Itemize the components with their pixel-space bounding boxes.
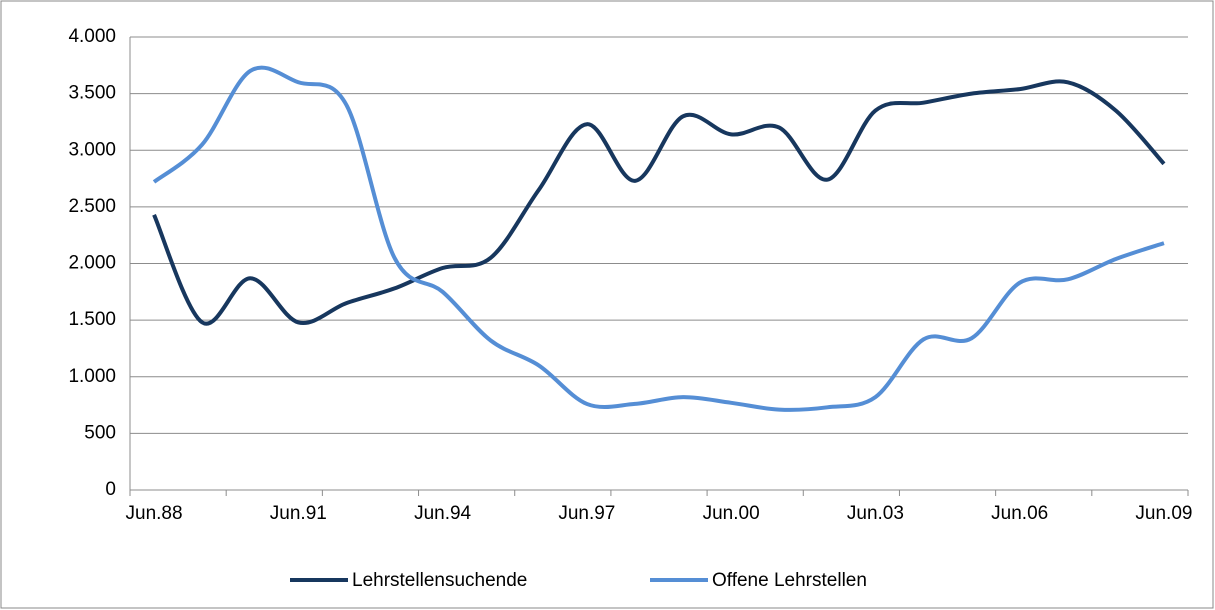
x-tick-label: Jun.09 bbox=[1135, 503, 1192, 524]
y-tick-label: 1.000 bbox=[68, 366, 116, 387]
y-tick-label: 4.000 bbox=[68, 26, 116, 47]
x-tick-label: Jun.06 bbox=[991, 503, 1048, 524]
y-tick-label: 1.500 bbox=[68, 309, 116, 330]
x-tick-label: Jun.03 bbox=[847, 503, 904, 524]
x-tick-label: Jun.88 bbox=[126, 503, 183, 524]
x-tick-label: Jun.97 bbox=[558, 503, 615, 524]
y-tick-label: 3.000 bbox=[68, 139, 116, 160]
x-tick-label: Jun.94 bbox=[414, 503, 471, 524]
y-tick-label: 0 bbox=[105, 479, 116, 500]
y-tick-label: 3.500 bbox=[68, 83, 116, 104]
x-tick-label: Jun.00 bbox=[703, 503, 760, 524]
y-tick-label: 500 bbox=[84, 422, 116, 443]
line-series bbox=[152, 79, 1166, 326]
y-tick-label: 2.500 bbox=[68, 196, 116, 217]
legend-label: Offene Lehrstellen bbox=[712, 570, 867, 591]
legend-label: Lehrstellensuchende bbox=[352, 570, 527, 591]
y-tick-label: 2.000 bbox=[68, 253, 116, 274]
x-tick-label: Jun.91 bbox=[270, 503, 327, 524]
line-series bbox=[152, 65, 1165, 412]
